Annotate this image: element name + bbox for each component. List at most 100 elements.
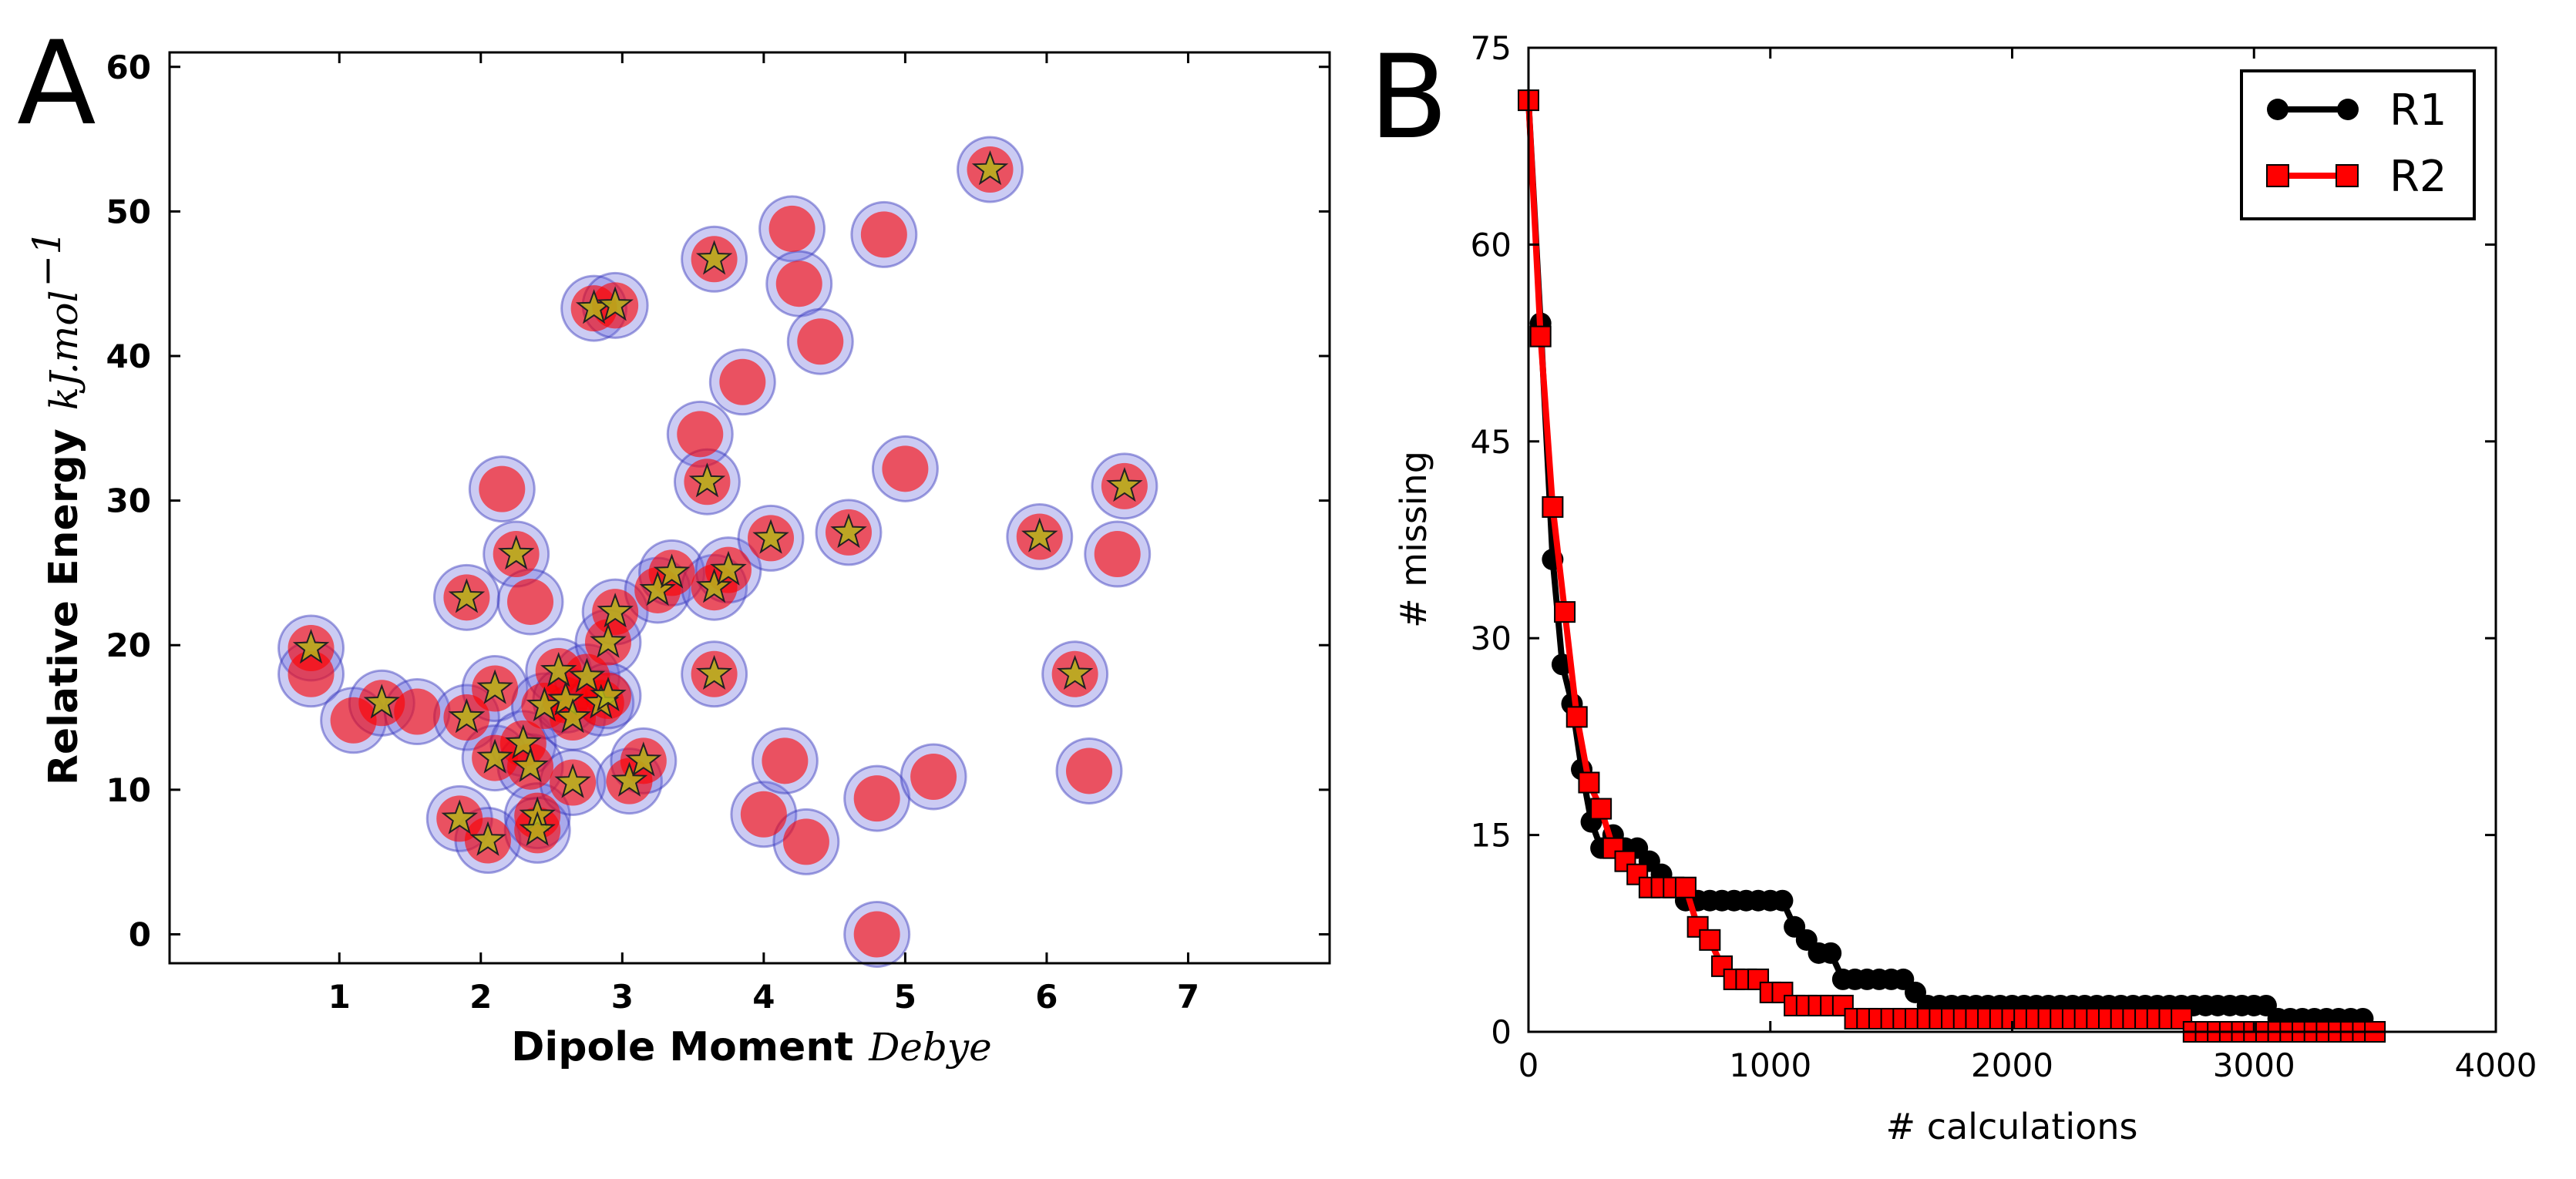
line-y-label: # missing bbox=[1393, 451, 1434, 628]
scatter-y-tick-label: 0 bbox=[129, 915, 151, 953]
scatter-star-marker bbox=[695, 568, 733, 603]
scatter-x-tick-label: 2 bbox=[469, 978, 492, 1016]
legend-r1-label: R1 bbox=[2389, 86, 2447, 136]
scatter-star-marker bbox=[441, 799, 479, 835]
line-legend: R1 R2 bbox=[2240, 69, 2476, 220]
scatter-star-marker bbox=[505, 724, 542, 760]
scatter-y-tick-label: 40 bbox=[106, 338, 151, 375]
line-chart: 0 1000 2000 3000 4000 0 15 30 45 60 75 # calculati… bbox=[1393, 29, 2537, 1147]
scatter-star-marker bbox=[363, 684, 400, 719]
series-r2-point bbox=[1626, 863, 1649, 885]
scatter-star-marker bbox=[476, 738, 513, 774]
scatter-star-marker bbox=[971, 150, 1009, 186]
scatter-x-tick-label: 1 bbox=[328, 978, 351, 1016]
scatter-point bbox=[853, 775, 900, 822]
legend-r1-marker-right bbox=[2337, 99, 2359, 120]
scatter-star-marker bbox=[830, 512, 867, 549]
scatter-star-marker bbox=[710, 550, 747, 586]
scatter-point bbox=[719, 358, 766, 405]
series-r2-point bbox=[1590, 798, 1613, 820]
scatter-x-tick-label: 6 bbox=[1035, 978, 1058, 1016]
series-r2-point bbox=[1565, 706, 1588, 728]
scatter-point bbox=[1094, 531, 1141, 578]
scatter-point bbox=[677, 411, 724, 458]
line-x-tick-label: 0 bbox=[1518, 1046, 1539, 1084]
scatter-star-marker bbox=[554, 763, 591, 798]
line-x-tick-label: 3000 bbox=[2213, 1046, 2295, 1084]
legend-r2-marker-left bbox=[2266, 164, 2289, 187]
scatter-x-tick-label: 4 bbox=[752, 978, 775, 1016]
scatter-star-marker bbox=[554, 698, 591, 734]
scatter-star-marker bbox=[610, 761, 648, 797]
series-r2-point bbox=[1699, 929, 1721, 951]
scatter-point bbox=[479, 465, 526, 512]
scatter-y-tick-label: 50 bbox=[106, 193, 151, 230]
line-x-tick-label: 4000 bbox=[2455, 1046, 2537, 1084]
series-r2-point bbox=[1554, 601, 1576, 623]
scatter-point bbox=[507, 578, 554, 625]
scatter-star-marker bbox=[639, 570, 676, 606]
legend-r2-label: R2 bbox=[2389, 152, 2447, 202]
scatter-star-marker bbox=[448, 578, 486, 613]
scatter-star-marker bbox=[547, 680, 584, 716]
scatter-y-label: Relative Energy bbox=[41, 428, 87, 785]
scatter-point bbox=[288, 650, 335, 697]
scatter-star-marker bbox=[568, 657, 606, 693]
scatter-y-tick-label: 20 bbox=[106, 626, 151, 664]
scatter-point bbox=[768, 205, 816, 252]
scatter-star-marker bbox=[1106, 466, 1143, 502]
panel-a-label: A bbox=[17, 17, 96, 151]
line-x-tick-label: 1000 bbox=[1729, 1046, 1811, 1084]
scatter-point bbox=[740, 791, 787, 838]
svg-text:Relative Energy kJ.mol: Relative Energy kJ.mol −1 bbox=[25, 230, 87, 785]
scatter-point bbox=[1065, 747, 1112, 794]
scatter-star-marker bbox=[597, 593, 634, 628]
scatter-x-label: Dipole Moment bbox=[511, 1024, 853, 1070]
scatter-star-marker bbox=[590, 676, 627, 712]
scatter-x-axis-title: Dipole Moment Debye bbox=[511, 1024, 991, 1070]
scatter-star-marker bbox=[695, 654, 733, 690]
series-r2-point bbox=[1578, 771, 1600, 794]
scatter-star-marker bbox=[590, 623, 627, 658]
series-r1-point bbox=[1771, 889, 1794, 912]
series-r1-point bbox=[1820, 942, 1842, 964]
scatter-star-marker bbox=[1056, 654, 1094, 690]
scatter-star-marker bbox=[292, 629, 330, 664]
line-y-tick-label: 60 bbox=[1471, 226, 1512, 264]
series-r2-point bbox=[1542, 495, 1564, 518]
line-y-tick-label: 75 bbox=[1471, 29, 1512, 67]
scatter-point bbox=[394, 688, 441, 735]
series-r2-point bbox=[1674, 876, 1697, 899]
series-r2-point bbox=[1529, 325, 1552, 348]
scatter-x-tick-label: 5 bbox=[894, 978, 916, 1016]
scatter-star-marker bbox=[519, 811, 556, 846]
scatter-point bbox=[762, 737, 809, 784]
scatter-point bbox=[860, 211, 907, 258]
scatter-star-marker bbox=[448, 698, 486, 734]
scatter-ticks: 1 2 3 4 5 6 7 0 10 20 30 40 50 60 bbox=[106, 49, 1330, 1016]
scatter-marks bbox=[277, 136, 1159, 968]
scatter-x-tick-label: 7 bbox=[1177, 978, 1199, 1016]
legend-r2-marker-right bbox=[2336, 164, 2359, 187]
line-x-tick-label: 2000 bbox=[1971, 1046, 2053, 1084]
scatter-y-axis-title: Relative Energy kJ.mol −1 bbox=[25, 230, 87, 785]
line-y-tick-label: 15 bbox=[1471, 817, 1512, 855]
scatter-point bbox=[853, 911, 900, 958]
scatter-point bbox=[910, 753, 957, 800]
line-x-label: # calculations bbox=[1886, 1106, 2138, 1147]
line-y-tick-label: 0 bbox=[1491, 1013, 1512, 1051]
scatter-star-marker bbox=[469, 821, 506, 856]
legend-r1-marker-left bbox=[2267, 99, 2288, 120]
panel-b-label: B bbox=[1369, 31, 1448, 165]
scatter-point bbox=[775, 260, 822, 307]
scatter-star-marker bbox=[752, 519, 789, 554]
scatter-y-unit: kJ.mol bbox=[42, 291, 86, 411]
scatter-x-unit: Debye bbox=[868, 1025, 992, 1070]
line-y-tick-label: 30 bbox=[1471, 620, 1512, 657]
line-y-tick-label: 45 bbox=[1471, 423, 1512, 461]
scatter-chart: 1 2 3 4 5 6 7 0 10 20 30 40 50 60 Dipole Moment Debye… bbox=[25, 49, 1331, 1070]
scatter-y-tick-label: 60 bbox=[106, 49, 151, 86]
scatter-x-tick-label: 3 bbox=[611, 978, 634, 1016]
scatter-star-marker bbox=[497, 535, 535, 570]
scatter-y-unit-exponent: −1 bbox=[25, 230, 69, 287]
